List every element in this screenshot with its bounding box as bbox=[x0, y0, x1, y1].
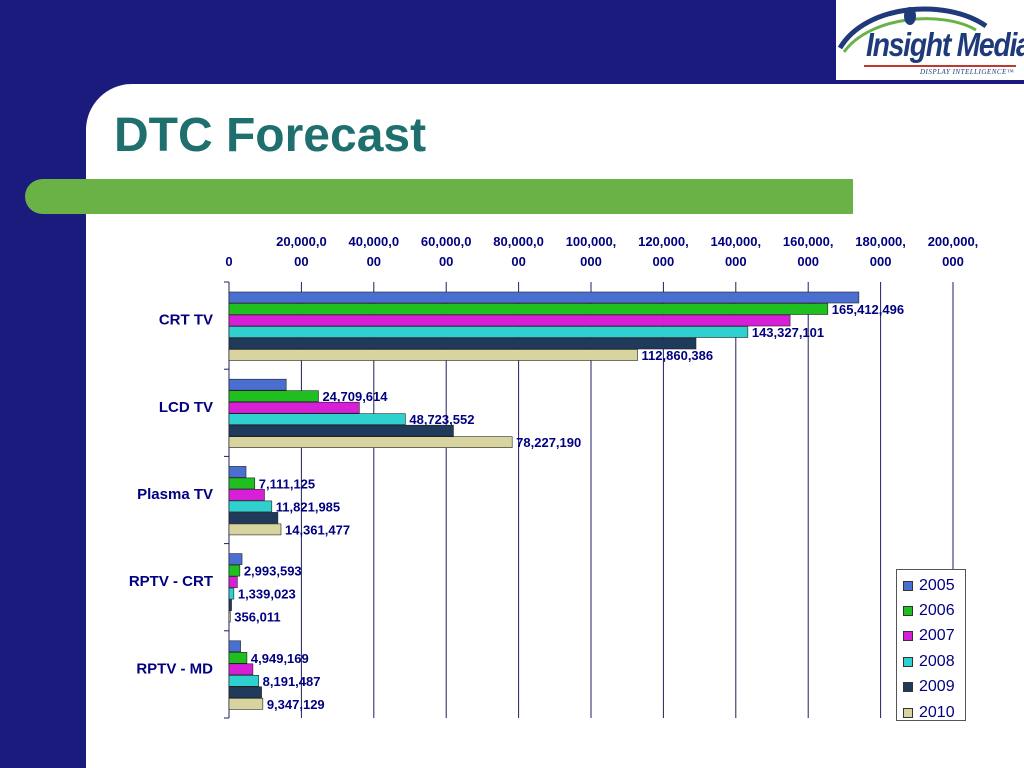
bar-2010 bbox=[228, 610, 231, 623]
bar-2010 bbox=[228, 349, 638, 361]
data-label: 143,327,101 bbox=[752, 325, 824, 340]
legend-label: 2009 bbox=[919, 678, 955, 696]
bar-2008 bbox=[228, 587, 235, 600]
data-label: 9,347,129 bbox=[267, 697, 325, 712]
bar-2008 bbox=[228, 500, 273, 513]
category-label: RPTV - CRT bbox=[129, 573, 213, 590]
x-tick-label: 60,000,0 00 bbox=[421, 234, 472, 269]
logo-swoosh-icon bbox=[837, 6, 988, 53]
legend-label: 2006 bbox=[919, 602, 955, 620]
bar-2005 bbox=[228, 640, 241, 653]
x-tick-label: 200,000, 000 bbox=[928, 234, 979, 269]
data-label: 24,709,614 bbox=[322, 389, 388, 404]
bar-2010 bbox=[228, 436, 513, 449]
legend-item: 2010 bbox=[903, 700, 965, 725]
bar-2008 bbox=[228, 326, 749, 338]
logo-rule bbox=[864, 65, 1016, 67]
logo-wordmark: Insight Media bbox=[866, 26, 1024, 63]
legend-item: 2005 bbox=[903, 573, 965, 598]
legend-item: 2007 bbox=[903, 624, 965, 649]
x-tick-label: 40,000,0 00 bbox=[348, 234, 399, 269]
data-label: 1,339,023 bbox=[238, 587, 296, 602]
bar-2005 bbox=[228, 553, 243, 565]
data-label: 14,361,477 bbox=[285, 522, 350, 537]
bar-2006 bbox=[228, 651, 248, 664]
legend-item: 2008 bbox=[903, 649, 965, 674]
chart-legend: 2005 2006 2007 2008 2009 2010 bbox=[896, 569, 966, 721]
legend-swatch bbox=[903, 631, 913, 642]
logo-tagline: DISPLAY INTELLIGENCE™ bbox=[920, 68, 1015, 76]
data-label: 8,191,487 bbox=[263, 674, 321, 689]
bar-2009 bbox=[228, 337, 697, 350]
legend-swatch bbox=[903, 682, 913, 693]
x-tick-label: 180,000, 000 bbox=[855, 234, 906, 269]
x-tick-label: 80,000,0 00 bbox=[493, 234, 544, 269]
data-label: 78,227,190 bbox=[516, 435, 581, 450]
bar-2006 bbox=[228, 564, 241, 577]
x-tick-label: 20,000,0 00 bbox=[276, 234, 327, 269]
data-label: 165,412,496 bbox=[832, 302, 904, 317]
legend-swatch bbox=[903, 656, 913, 667]
bar-2007 bbox=[228, 576, 238, 588]
data-label: 7,111,125 bbox=[259, 476, 315, 491]
bar-2010 bbox=[228, 523, 282, 536]
category-label: RPTV - MD bbox=[136, 660, 213, 677]
legend-label: 2005 bbox=[919, 576, 955, 594]
legend-item: 2006 bbox=[903, 598, 965, 623]
insight-media-logo: Insight Media DISPLAY INTELLIGENCE™ bbox=[836, 0, 1024, 80]
legend-swatch bbox=[903, 580, 913, 591]
data-label: 48,723,552 bbox=[409, 412, 474, 427]
legend-label: 2010 bbox=[919, 703, 955, 721]
data-label: 356,011 bbox=[234, 610, 280, 625]
bar-2006 bbox=[228, 303, 829, 315]
bar-2007 bbox=[228, 663, 254, 676]
x-tick-label: 160,000, 000 bbox=[783, 234, 834, 269]
legend-swatch bbox=[903, 707, 913, 718]
x-tick-label: 0 bbox=[225, 254, 232, 269]
x-tick-label: 100,000, 000 bbox=[566, 234, 617, 269]
bar-2009 bbox=[228, 686, 262, 699]
bar-2007 bbox=[228, 489, 265, 501]
legend-label: 2008 bbox=[919, 652, 955, 670]
bar-2007 bbox=[228, 401, 360, 414]
bar-2006 bbox=[228, 390, 319, 403]
slide-title: DTC Forecast bbox=[114, 109, 427, 162]
bar-2009 bbox=[228, 424, 454, 437]
bar-2008 bbox=[228, 413, 406, 426]
data-label: 4,949,169 bbox=[251, 651, 309, 666]
x-tick-label: 140,000, 000 bbox=[710, 234, 761, 269]
legend-label: 2007 bbox=[919, 627, 955, 645]
bar-2005 bbox=[228, 466, 247, 478]
data-label: 112,860,386 bbox=[642, 348, 714, 363]
category-label: CRT TV bbox=[159, 312, 213, 329]
category-label: LCD TV bbox=[159, 399, 213, 416]
category-label: Plasma TV bbox=[137, 486, 213, 503]
bar-2005 bbox=[228, 291, 860, 304]
legend-item: 2009 bbox=[903, 675, 965, 700]
x-tick-label: 120,000, 000 bbox=[638, 234, 689, 269]
bar-2009 bbox=[228, 599, 232, 611]
bar-2010 bbox=[228, 697, 264, 710]
legend-swatch bbox=[903, 606, 913, 617]
bar-2006 bbox=[228, 477, 256, 490]
bar-2008 bbox=[228, 674, 259, 687]
bar-2005 bbox=[228, 378, 287, 391]
title-accent-bar bbox=[25, 179, 853, 214]
bar-2007 bbox=[228, 314, 791, 327]
bar-2009 bbox=[228, 512, 279, 524]
data-label: 2,993,593 bbox=[244, 564, 302, 579]
data-label: 11,821,985 bbox=[276, 499, 340, 514]
